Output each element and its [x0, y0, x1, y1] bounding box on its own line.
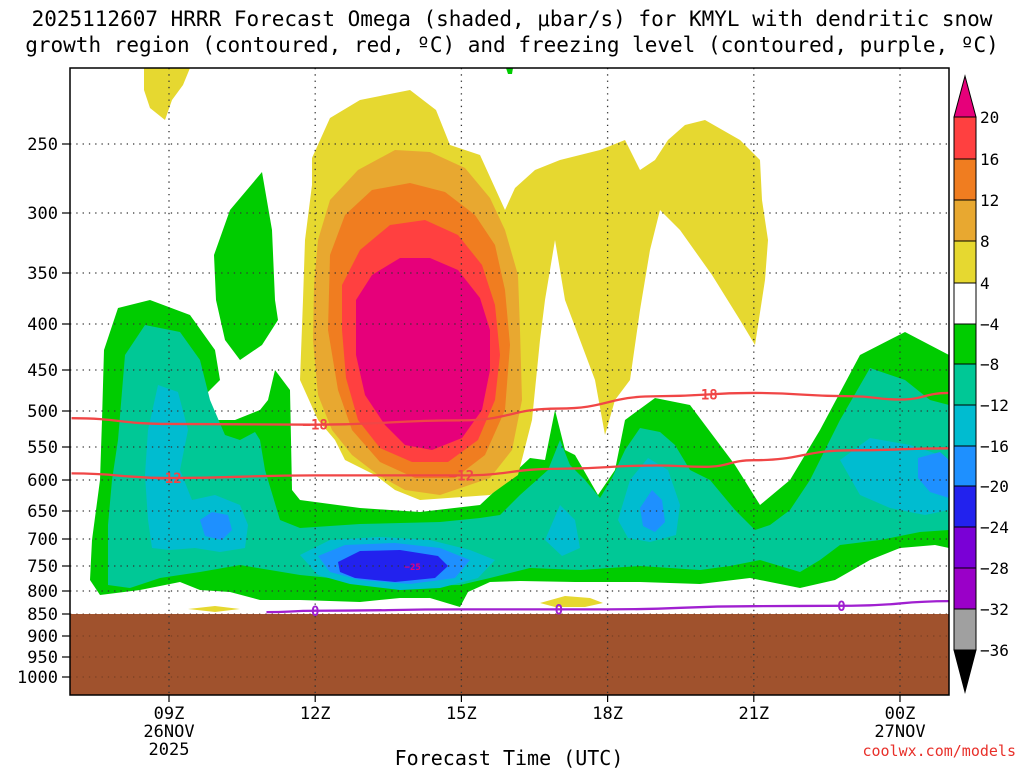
- y-tick-label: 400: [27, 315, 58, 335]
- colorbar-tick-label: 8: [980, 232, 990, 251]
- colorbar-swatch: [953, 282, 977, 325]
- x-tick-label: 12Z: [300, 704, 331, 724]
- colorbar-tick-label: 4: [980, 274, 990, 293]
- colorbar-swatch: [953, 199, 977, 242]
- x-tick-date-label: 26NOV: [143, 722, 194, 742]
- colorbar-tick-label: −16: [980, 437, 1009, 456]
- contour-lines: [71, 391, 949, 614]
- plot-frame: [69, 67, 950, 696]
- omega-pos4-region: [188, 606, 240, 612]
- x-tick-label: 00Z: [885, 704, 916, 724]
- contour-label: 0: [837, 599, 845, 615]
- colorbar-tick-label: −32: [980, 600, 1009, 619]
- colorbar-swatch: [953, 526, 977, 569]
- credit-link[interactable]: coolwx.com/models: [862, 742, 1016, 760]
- contour-label: −18: [303, 418, 328, 434]
- contour-label: 0: [311, 604, 319, 620]
- y-tick-label: 800: [27, 582, 58, 602]
- colorbar: 20 16 12 8 4 −4 −8 −12 −16 −20 −24 −28 −32 −36: [953, 74, 1009, 694]
- x-tick-label: 09Z: [154, 704, 185, 724]
- contour-labels: −18 −18 −12 −12 0 0 0 −25: [156, 388, 845, 620]
- y-tick-label: 600: [27, 471, 58, 491]
- omega-neg16-region: [918, 452, 949, 498]
- y-tick-label: 300: [27, 204, 58, 224]
- y-tick-label: 700: [27, 530, 58, 550]
- x-tick-label: 15Z: [446, 704, 477, 724]
- y-tick-label: 500: [27, 402, 58, 422]
- contour-label: −12: [449, 468, 474, 484]
- colorbar-top-arrow: [953, 74, 977, 118]
- title-line-2: growth region (contoured, red, ºC) and f…: [25, 33, 999, 57]
- x-tick-label: 21Z: [738, 704, 769, 724]
- colorbar-bottom-arrow: [953, 649, 977, 694]
- omega-neg4-upper-region: [214, 172, 278, 360]
- colorbar-tick-label: −20: [980, 477, 1009, 496]
- y-tick-label: 850: [27, 605, 58, 625]
- colorbar-swatch: [953, 404, 977, 447]
- colorbar-tick-label: 16: [980, 150, 999, 169]
- colorbar-swatch: [953, 240, 977, 284]
- y-tick-label: 550: [27, 438, 58, 458]
- terrain-fill: [70, 614, 949, 695]
- omega-neg20-region: [338, 550, 448, 582]
- omega-pos4-region: [144, 68, 190, 120]
- local-min-label: −25: [405, 563, 421, 573]
- shaded-fields: [90, 68, 949, 612]
- x-tick-label: 18Z: [592, 704, 623, 724]
- colorbar-tick-label: −8: [980, 355, 999, 374]
- colorbar-tick-label: 20: [980, 108, 999, 127]
- colorbar-tick-label: −12: [980, 396, 1009, 415]
- contour-line--18: [71, 391, 949, 426]
- y-tick-label: 650: [27, 502, 58, 522]
- colorbar-swatch: [953, 445, 977, 487]
- omega-neg8-region: [108, 325, 949, 588]
- colorbar-swatch: [953, 116, 977, 160]
- contour-line-0: [266, 599, 949, 614]
- colorbar-swatch: [953, 485, 977, 528]
- x-tick-date-label: 27NOV: [874, 722, 925, 742]
- contour-label: −12: [156, 471, 181, 487]
- y-tick-label: 950: [27, 648, 58, 668]
- omega-neg4-top-blip: [506, 68, 513, 74]
- omega-neg12-region: [545, 505, 580, 556]
- y-tick-label: 750: [27, 557, 58, 577]
- colorbar-tick-label: 12: [980, 191, 999, 210]
- omega-neg16-region: [640, 490, 665, 532]
- x-tick-year-label: 2025: [149, 740, 190, 760]
- contour-line--12: [71, 447, 949, 480]
- y-tick-label: 450: [27, 361, 58, 381]
- y-axis: 2503003504004505005506006507007508008509…: [17, 135, 70, 688]
- chart-title: 2025112607 HRRR Forecast Omega (shaded, …: [0, 6, 1024, 58]
- omega-neg12-region: [145, 385, 248, 552]
- title-line-1: 2025112607 HRRR Forecast Omega (shaded, …: [31, 7, 993, 31]
- x-axis-label: Forecast Time (UTC): [395, 746, 624, 768]
- colorbar-swatch: [953, 567, 977, 610]
- colorbar-tick-label: −24: [980, 518, 1009, 537]
- y-tick-label: 1000: [17, 668, 58, 688]
- colorbar-tick-label: −4: [980, 315, 999, 334]
- colorbar-swatch: [953, 158, 977, 201]
- contour-label: −18: [692, 388, 717, 404]
- colorbar-swatch: [953, 363, 977, 406]
- colorbar-swatch: [953, 608, 977, 651]
- colorbar-tick-label: −28: [980, 559, 1009, 578]
- omega-pos20-region: [356, 258, 490, 450]
- colorbar-tick-label: −36: [980, 641, 1009, 660]
- y-tick-label: 900: [27, 627, 58, 647]
- omega-neg16-region: [200, 512, 232, 540]
- omega-pos4-region: [540, 596, 603, 607]
- colorbar-swatch: [953, 323, 977, 365]
- y-tick-label: 350: [27, 264, 58, 284]
- y-tick-label: 250: [27, 135, 58, 155]
- contour-label: 0: [555, 602, 563, 618]
